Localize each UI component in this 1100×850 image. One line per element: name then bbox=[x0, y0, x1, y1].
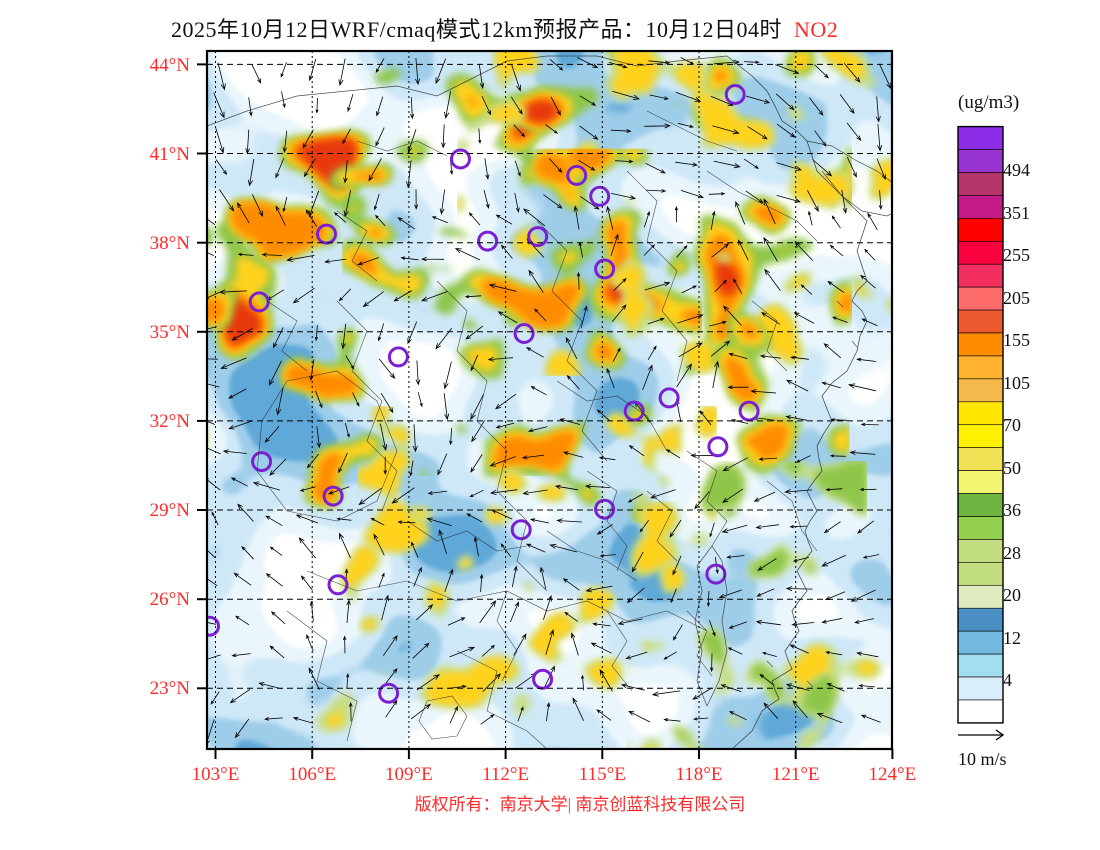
svg-text:121°E: 121°E bbox=[772, 764, 820, 785]
svg-text:44°N: 44°N bbox=[150, 55, 191, 76]
svg-text:103°E: 103°E bbox=[192, 764, 240, 785]
svg-text:29°N: 29°N bbox=[150, 500, 191, 521]
svg-text:494: 494 bbox=[1003, 160, 1030, 180]
svg-text:155: 155 bbox=[1003, 330, 1030, 350]
svg-text:28: 28 bbox=[1003, 543, 1021, 563]
svg-text:12: 12 bbox=[1003, 628, 1021, 648]
svg-text:26°N: 26°N bbox=[150, 589, 191, 610]
svg-text:4: 4 bbox=[1003, 670, 1012, 690]
svg-text:70: 70 bbox=[1003, 415, 1021, 435]
svg-text:124°E: 124°E bbox=[869, 764, 917, 785]
svg-text:36: 36 bbox=[1003, 500, 1021, 520]
svg-text:50: 50 bbox=[1003, 458, 1021, 478]
svg-text:38°N: 38°N bbox=[150, 233, 191, 254]
svg-text:20: 20 bbox=[1003, 585, 1021, 605]
svg-text:118°E: 118°E bbox=[676, 764, 723, 785]
svg-text:112°E: 112°E bbox=[482, 764, 529, 785]
svg-text:205: 205 bbox=[1003, 288, 1030, 308]
svg-text:32°N: 32°N bbox=[150, 411, 191, 432]
svg-text:109°E: 109°E bbox=[385, 764, 433, 785]
svg-text:255: 255 bbox=[1003, 245, 1030, 265]
svg-text:23°N: 23°N bbox=[150, 678, 191, 699]
svg-text:41°N: 41°N bbox=[150, 144, 191, 165]
svg-text:35°N: 35°N bbox=[150, 322, 191, 343]
svg-text:105: 105 bbox=[1003, 373, 1030, 393]
svg-text:10 m/s: 10 m/s bbox=[958, 749, 1007, 769]
svg-text:351: 351 bbox=[1003, 203, 1030, 223]
svg-text:(ug/m3): (ug/m3) bbox=[958, 92, 1019, 113]
svg-text:106°E: 106°E bbox=[288, 764, 336, 785]
svg-text:115°E: 115°E bbox=[579, 764, 626, 785]
